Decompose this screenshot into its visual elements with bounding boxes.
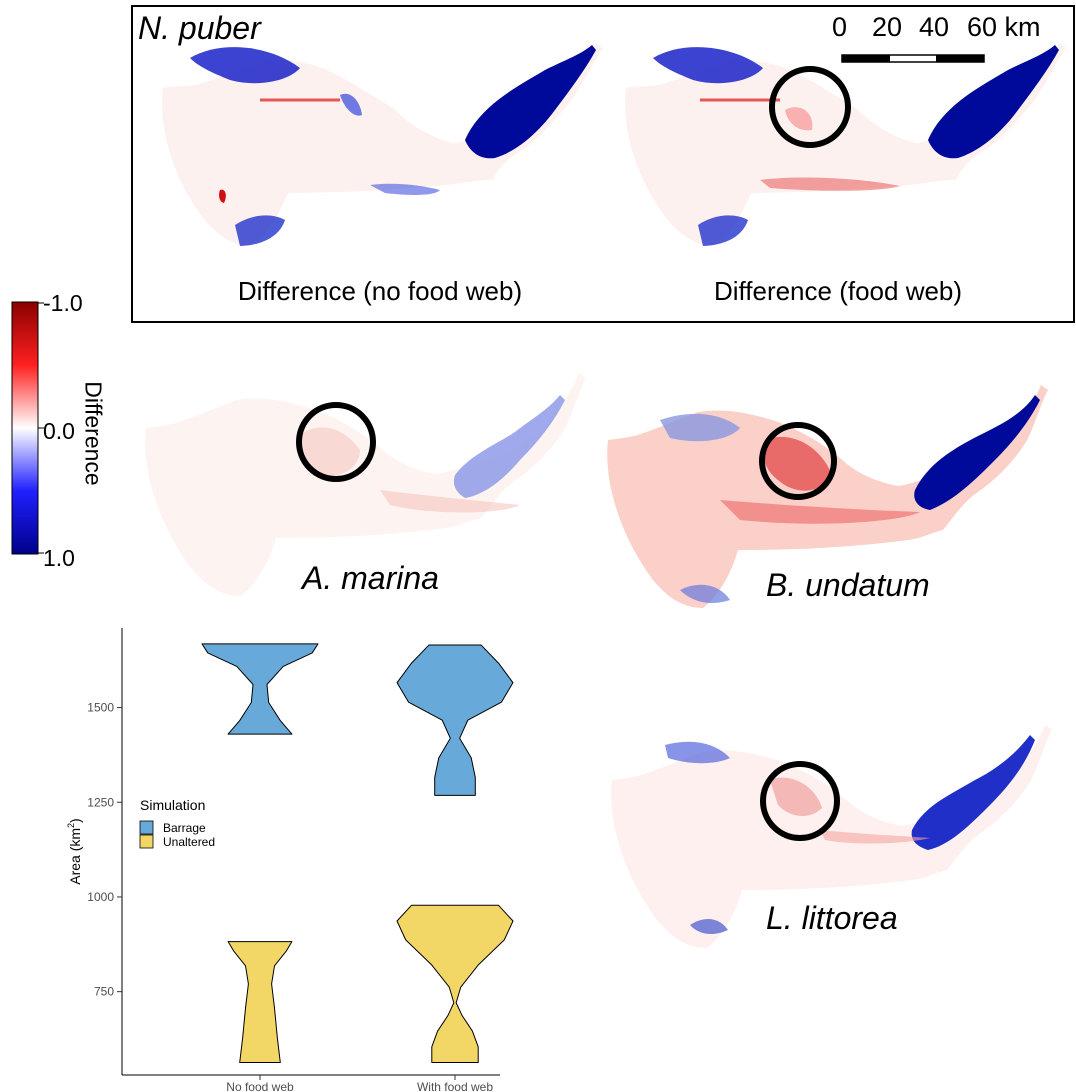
legend-label: Barrage — [163, 821, 206, 835]
scale-bar-tick-label: 0 — [832, 12, 848, 42]
map-npuber-food-web — [625, 43, 1066, 246]
x-tick-label: With food web — [417, 1080, 493, 1092]
map-a-marina — [145, 373, 586, 596]
map-b-undatum — [607, 385, 1048, 608]
species-label-n-puber: N. puber — [138, 10, 261, 46]
map-l-littorea — [611, 725, 1052, 948]
colorbar-title: Difference — [80, 381, 107, 486]
y-tick-label: 1250 — [87, 795, 114, 809]
legend-label: Unaltered — [163, 835, 215, 849]
y-tick-label: 750 — [94, 985, 114, 999]
species-label-b-undatum: B. undatum — [766, 567, 930, 603]
map-label-food-web: Difference (food web) — [713, 276, 963, 306]
violin-barrage-0 — [201, 643, 319, 735]
scale-bar-tick-label: 20 — [872, 12, 903, 42]
scale-bar-labels: 0 20 40 60 km — [826, 12, 1060, 48]
legend-swatch — [139, 820, 154, 835]
colorbar-tick-label: 0.0 — [43, 418, 75, 444]
violin-unaltered-1 — [396, 904, 514, 1063]
scale-bar-tick-label: 40 — [919, 12, 950, 42]
legend-title: Simulation — [140, 797, 205, 813]
violin-chart: 750 1000 1250 1500 No food web With food web A… — [66, 628, 514, 1092]
y-tick-label: 1500 — [87, 701, 114, 715]
species-label-a-marina: A. marina — [302, 560, 439, 596]
violin-unaltered-0 — [227, 941, 293, 1063]
violin-barrage-1 — [396, 644, 514, 796]
scale-bar — [841, 54, 985, 63]
map-label-no-food-web: Difference (no food web) — [237, 276, 523, 306]
scale-bar-tick-label: 60 km — [967, 12, 1041, 42]
y-axis-label: Area (km2) — [66, 818, 83, 884]
colorbar-tick-label: 1.0 — [43, 545, 75, 571]
x-tick-label: No food web — [226, 1080, 294, 1092]
top-panel-frame — [131, 5, 1075, 323]
colorbar-tick-label: -1.0 — [43, 290, 83, 316]
legend-swatch — [139, 834, 154, 849]
species-label-l-littorea: L. littorea — [766, 900, 898, 936]
map-npuber-no-food-web — [162, 43, 604, 246]
colorbar-gradient — [11, 301, 39, 555]
y-tick-label: 1000 — [87, 890, 114, 904]
